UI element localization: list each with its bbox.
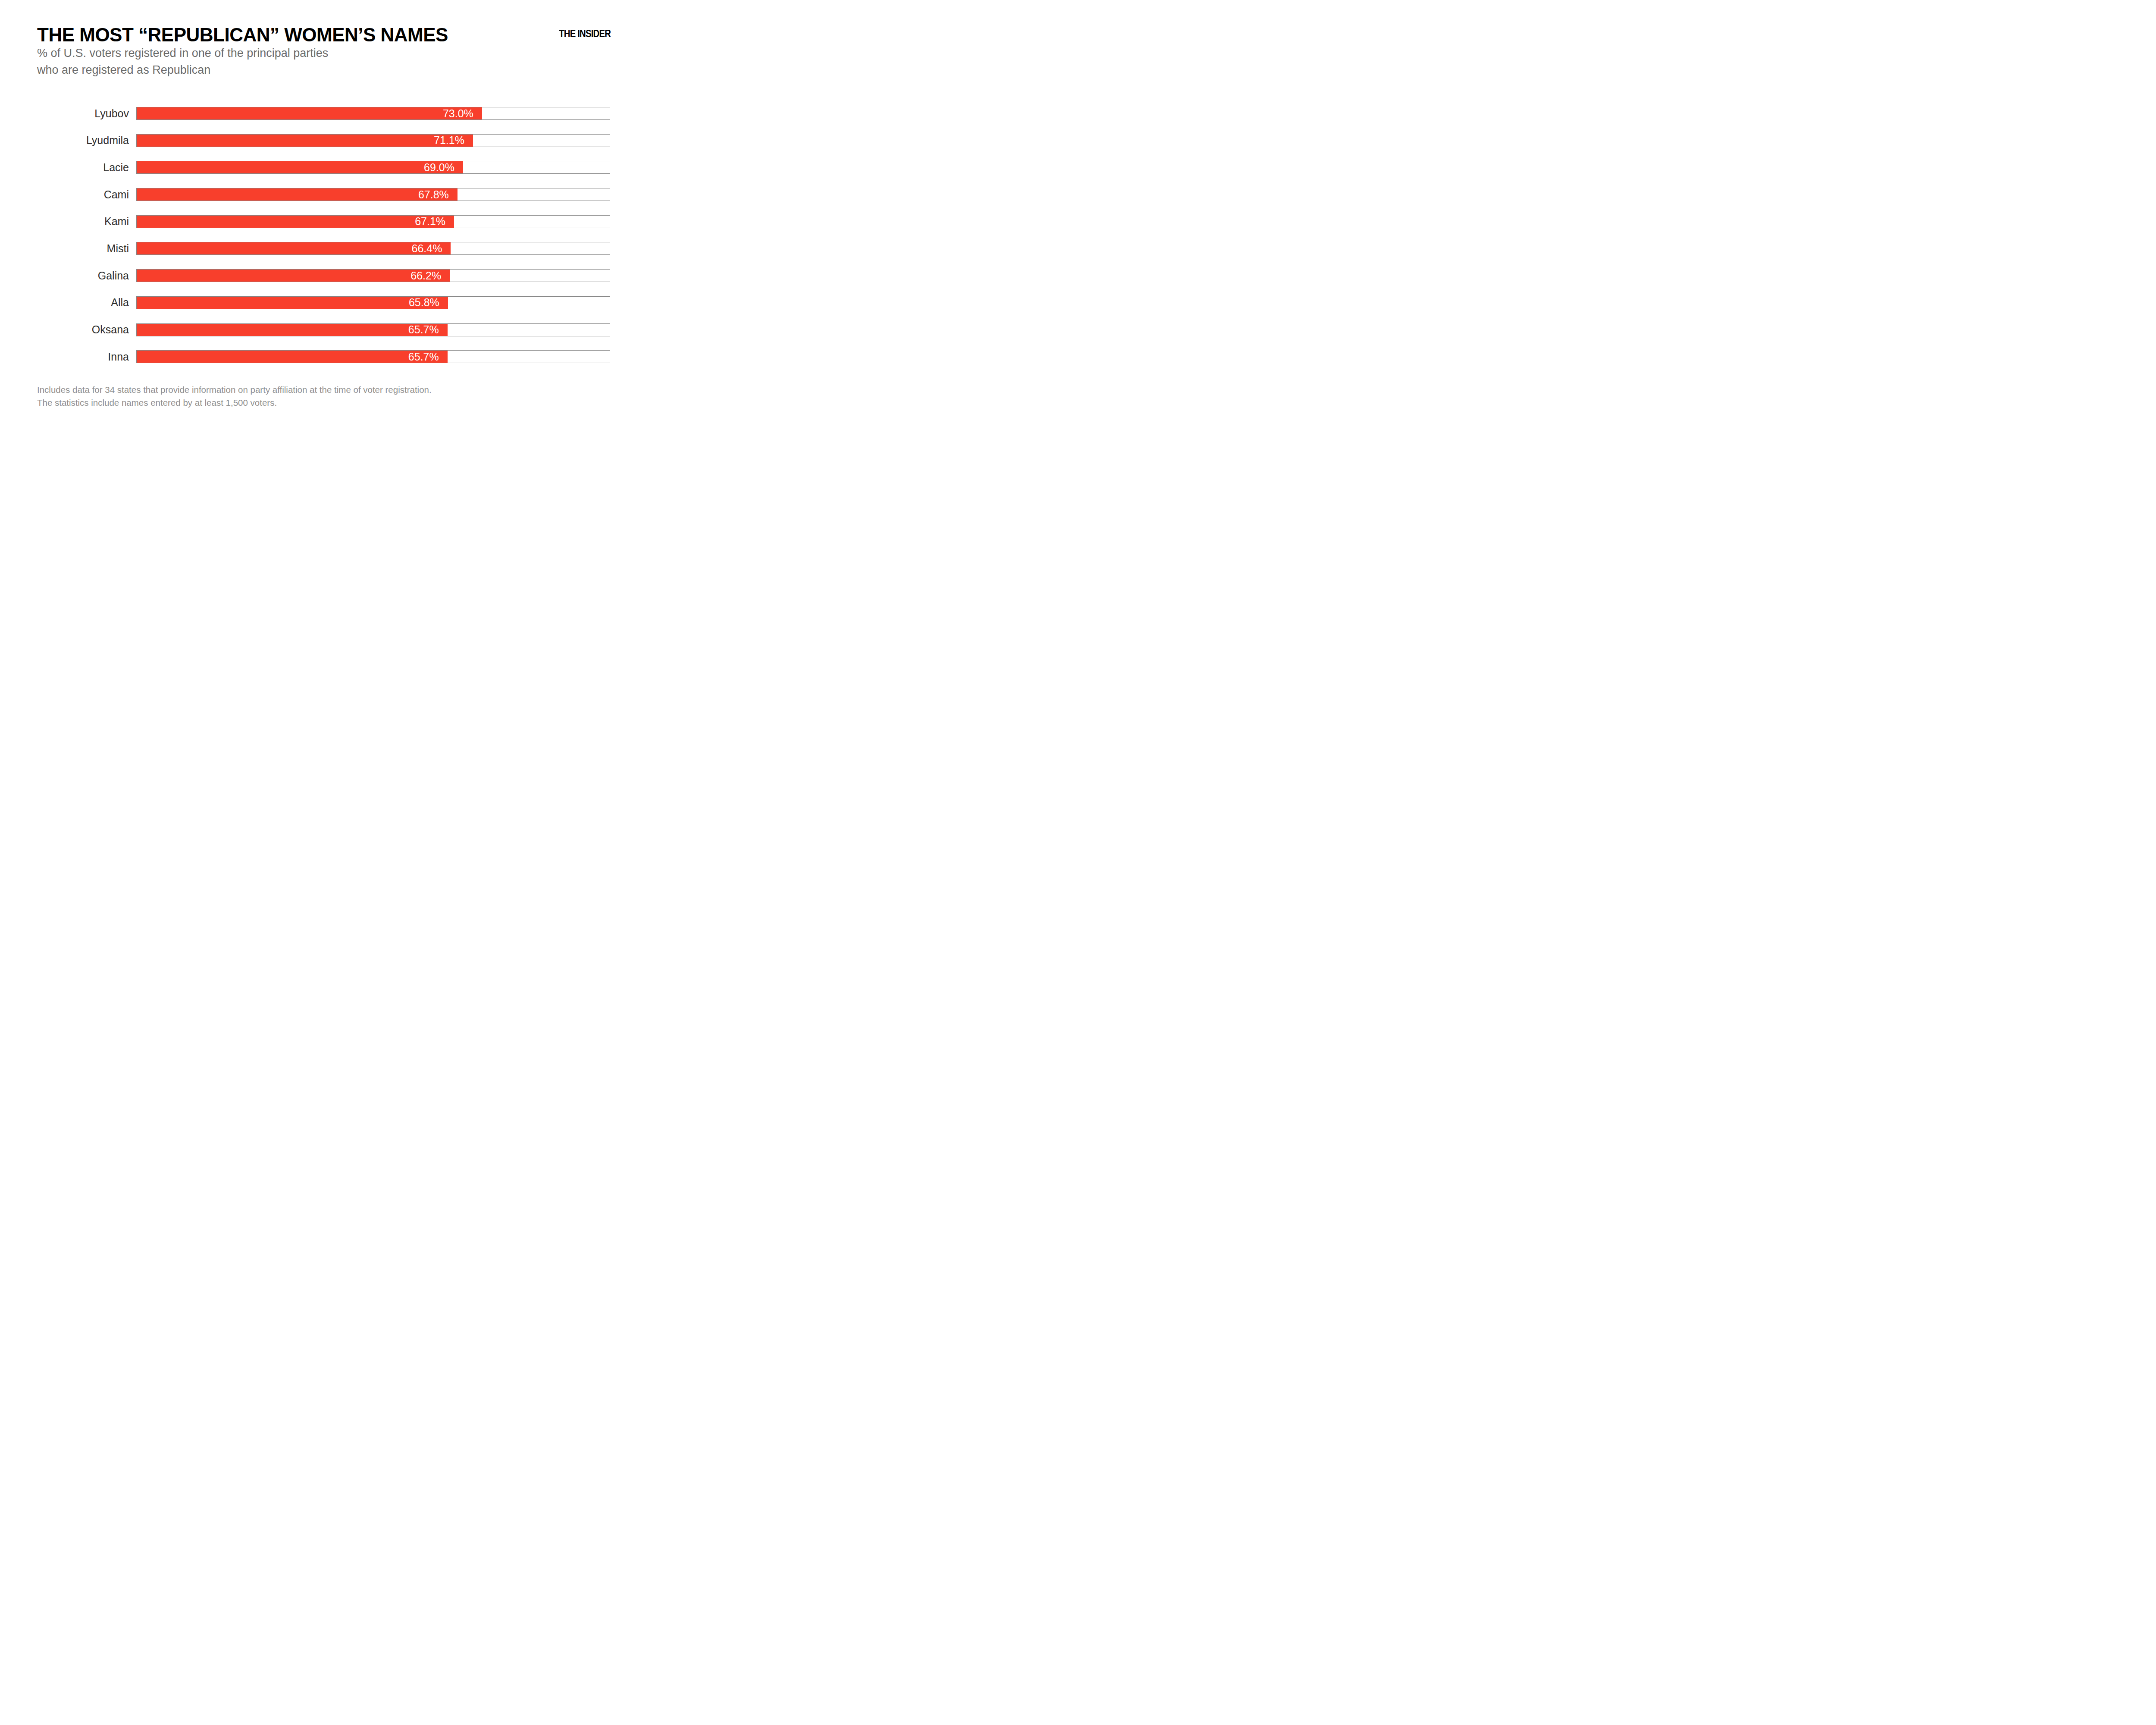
bar-track: 67.8% [136, 188, 610, 201]
bar-row: Inna 65.7% [0, 350, 647, 363]
bar-row: Misti 66.4% [0, 242, 647, 255]
bar-category-label: Lyubov [0, 107, 129, 120]
bar-row: Alla 65.8% [0, 296, 647, 309]
bar-value-label: 67.1% [415, 215, 445, 228]
bar-value-label: 65.7% [408, 323, 439, 336]
bar-category-label: Kami [0, 215, 129, 228]
bar-category-label: Lyudmila [0, 134, 129, 147]
bar-row: Kami 67.1% [0, 215, 647, 228]
bar-row: Cami 67.8% [0, 188, 647, 201]
bar-value-label: 67.8% [418, 188, 449, 201]
bar-category-label: Oksana [0, 323, 129, 336]
bar-value-label: 66.2% [411, 270, 441, 282]
bar-track: 69.0% [136, 161, 610, 174]
bar-value-label: 73.0% [443, 107, 473, 120]
bar-fill: 65.7% [137, 351, 448, 363]
bar-fill: 66.4% [137, 242, 451, 254]
bar-fill: 67.1% [137, 216, 454, 228]
bar-category-label: Lacie [0, 161, 129, 174]
chart-page: THE MOST “REPUBLICAN” WOMEN’S NAMES THE … [0, 0, 647, 431]
bar-track: 71.1% [136, 134, 610, 147]
the-insider-logo: THE INSIDER [559, 28, 611, 40]
bar-track: 65.7% [136, 323, 610, 336]
bar-value-label: 71.1% [434, 134, 464, 147]
bar-row: Oksana 65.7% [0, 323, 647, 336]
bar-chart: Lyubov 73.0% Lyudmila 71.1% Lacie 69.0% … [0, 107, 647, 377]
bar-fill: 73.0% [137, 107, 482, 119]
bar-track: 66.4% [136, 242, 610, 255]
chart-footnote-line1: Includes data for 34 states that provide… [37, 383, 432, 396]
bar-track: 73.0% [136, 107, 610, 120]
bar-category-label: Cami [0, 188, 129, 201]
chart-subtitle: % of U.S. voters registered in one of th… [37, 45, 328, 78]
bar-row: Lacie 69.0% [0, 161, 647, 174]
bar-fill: 65.7% [137, 324, 448, 336]
bar-fill: 71.1% [137, 135, 473, 147]
bar-row: Lyubov 73.0% [0, 107, 647, 120]
bar-fill: 67.8% [137, 188, 458, 201]
bar-row: Lyudmila 71.1% [0, 134, 647, 147]
bar-row: Galina 66.2% [0, 269, 647, 282]
bar-category-label: Misti [0, 242, 129, 255]
bar-track: 67.1% [136, 215, 610, 228]
bar-track: 65.8% [136, 296, 610, 309]
chart-subtitle-line2: who are registered as Republican [37, 62, 328, 78]
bar-track: 66.2% [136, 269, 610, 282]
bar-fill: 69.0% [137, 161, 463, 173]
bar-category-label: Alla [0, 296, 129, 309]
bar-value-label: 69.0% [424, 161, 454, 174]
bar-category-label: Galina [0, 270, 129, 282]
page-title: THE MOST “REPUBLICAN” WOMEN’S NAMES [37, 24, 448, 46]
chart-footnote: Includes data for 34 states that provide… [37, 383, 432, 409]
bar-value-label: 65.7% [408, 351, 439, 363]
chart-subtitle-line1: % of U.S. voters registered in one of th… [37, 45, 328, 62]
bar-track: 65.7% [136, 350, 610, 363]
bar-value-label: 66.4% [412, 242, 442, 255]
bar-value-label: 65.8% [409, 296, 439, 309]
bar-fill: 65.8% [137, 297, 448, 309]
bar-category-label: Inna [0, 351, 129, 363]
chart-footnote-line2: The statistics include names entered by … [37, 396, 432, 409]
bar-fill: 66.2% [137, 270, 450, 282]
